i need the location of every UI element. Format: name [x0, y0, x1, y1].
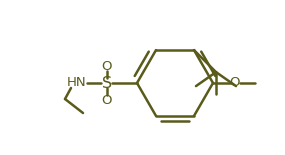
- Text: O: O: [102, 60, 112, 73]
- Text: HN: HN: [67, 77, 87, 89]
- Text: O: O: [230, 77, 240, 89]
- Text: O: O: [102, 93, 112, 106]
- Text: S: S: [102, 75, 112, 91]
